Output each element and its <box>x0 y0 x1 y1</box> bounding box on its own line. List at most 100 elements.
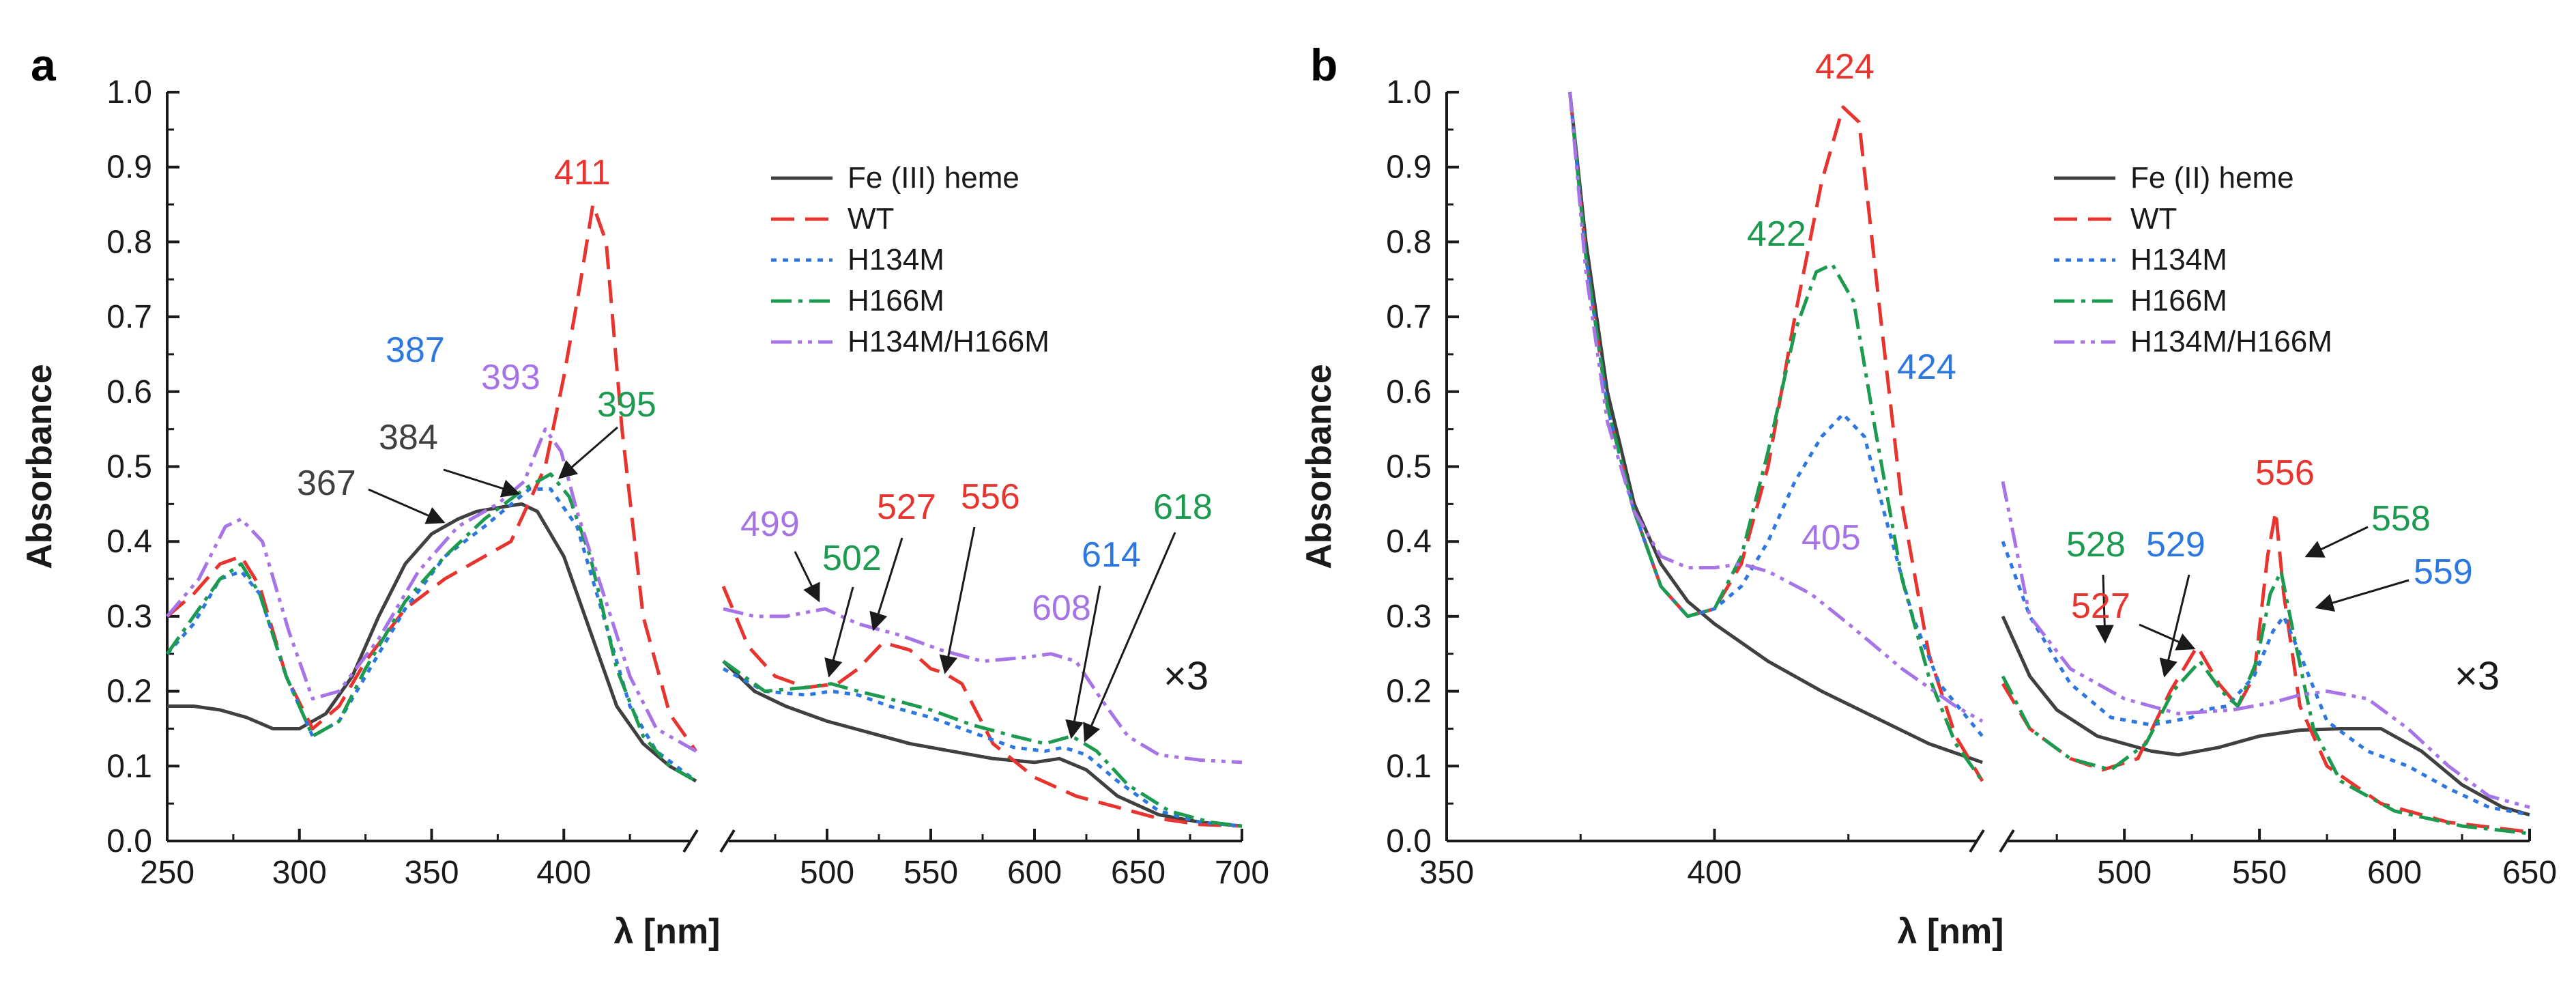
x-tick-label: 600 <box>2367 855 2422 891</box>
peak-arrow <box>368 488 446 524</box>
y-tick-label: 0.6 <box>106 374 152 410</box>
peak-label: 527 <box>877 487 936 527</box>
series-line-wt-left <box>1568 91 1984 782</box>
series-line-heme-left <box>167 502 697 783</box>
series-line-h134m-right <box>2001 541 2530 817</box>
panel-b: 0.0 0.1 0.2 0.3 0.4 0.5 0.6 0.7 0.8 0.9 1.0 350 400 5… <box>1299 40 2557 952</box>
panel-label: a <box>31 40 57 90</box>
peak-arrow <box>2315 579 2409 612</box>
series-group <box>165 203 1243 828</box>
peak-label: 424 <box>1815 47 1875 87</box>
multiplier-label: ×3 <box>2455 654 2500 698</box>
x-tick-label: 600 <box>1007 855 1062 891</box>
y-tick-label: 0.2 <box>1386 674 1432 710</box>
x-tick-label: 500 <box>2097 855 2152 891</box>
legend-label: WT <box>848 202 894 236</box>
y-tick-label: 0.1 <box>106 748 152 784</box>
peak-arrow <box>443 468 521 498</box>
peak-label: 558 <box>2371 499 2431 539</box>
peak-label: 618 <box>1153 487 1213 527</box>
y-tick-label: 0.6 <box>1386 374 1432 410</box>
peak-arrow <box>939 526 976 674</box>
peak-label: 424 <box>1897 347 1956 387</box>
legend-label: H134M/H166M <box>2130 325 2332 358</box>
series-line-wt-right <box>2001 509 2530 834</box>
series-line-h166m-right <box>722 659 1243 828</box>
peak-label: 387 <box>386 330 445 370</box>
x-tick-label: 650 <box>2502 855 2557 891</box>
x-tick-label: 250 <box>140 855 194 891</box>
x-tick-label: 700 <box>1215 855 1269 891</box>
peak-label: 499 <box>740 504 800 544</box>
peak-label: 405 <box>1801 518 1861 558</box>
x-tick-label: 550 <box>2232 855 2287 891</box>
y-tick-label: 0.7 <box>1386 299 1432 335</box>
series-line-h134m-h166m-left <box>1568 91 1984 723</box>
series-line-h134m-right <box>722 667 1243 828</box>
axes: 0.0 0.1 0.2 0.3 0.4 0.5 0.6 0.7 0.8 0.9 1.0 350 400 5… <box>1386 74 2557 891</box>
annotations: 424 422 424 405 556 558 559 528 529 527 <box>1747 47 2473 678</box>
peak-label: 395 <box>597 385 656 425</box>
y-tick-label: 0.4 <box>1386 524 1432 560</box>
peak-arrow <box>1083 532 1176 743</box>
legend-label: H166M <box>2130 284 2227 317</box>
legend-label: H134M <box>2130 243 2227 276</box>
x-tick-label: 350 <box>1419 855 1474 891</box>
axes: 0.0 0.1 0.2 0.3 0.4 0.5 0.6 0.7 0.8 0.9 1.0 250 300 3… <box>106 74 1269 891</box>
series-line-wt-right <box>721 586 1243 828</box>
series-line-h134m-h166m-right <box>723 607 1243 765</box>
series-line-heme-right <box>722 659 1243 828</box>
series-line-h166m-left <box>165 472 697 783</box>
y-tick-label: 0.5 <box>106 449 152 485</box>
panel-a: 0.0 0.1 0.2 0.3 0.4 0.5 0.6 0.7 0.8 0.9 1.0 250 300 3… <box>20 40 1269 952</box>
y-tick-label: 0.9 <box>1386 149 1432 186</box>
y-tick-label: 0.1 <box>1386 748 1432 784</box>
peak-label: 559 <box>2414 552 2473 592</box>
peak-label: 614 <box>1082 535 1141 575</box>
legend-label: H134M <box>848 243 944 276</box>
peak-arrow <box>869 537 903 631</box>
y-axis-title: Absorbance <box>1299 364 1339 569</box>
legend-label: WT <box>2130 202 2177 236</box>
peak-arrow <box>824 586 854 678</box>
x-tick-label: 350 <box>404 855 459 891</box>
peak-label: 411 <box>554 153 611 193</box>
y-tick-label: 0.4 <box>106 524 152 560</box>
series-line-h134m-h166m-right <box>2001 481 2530 810</box>
x-tick-label: 550 <box>903 855 958 891</box>
peak-arrow <box>2159 574 2190 678</box>
peak-arrow <box>794 551 820 603</box>
y-tick-label: 0.9 <box>106 149 152 186</box>
y-tick-label: 0.8 <box>1386 224 1432 260</box>
x-axis-title: λ [nm] <box>1898 912 2004 952</box>
peak-label: 367 <box>297 464 356 503</box>
peak-label: 528 <box>2066 525 2126 565</box>
peak-label: 527 <box>2071 586 2130 626</box>
series-line-h166m-left <box>1568 91 1984 782</box>
panel-label: b <box>1310 40 1337 90</box>
multiplier-label: ×3 <box>1163 654 1209 698</box>
peak-label: 529 <box>2146 525 2205 565</box>
x-axis-title: λ [nm] <box>614 912 721 952</box>
peak-label: 556 <box>961 477 1020 517</box>
peak-label: 556 <box>2255 453 2315 493</box>
legend-label: H134M/H166M <box>848 325 1050 358</box>
y-axis-title: Absorbance <box>20 364 59 569</box>
x-tick-label: 300 <box>272 855 327 891</box>
peak-arrow <box>1065 585 1101 739</box>
peak-label: 384 <box>379 418 438 457</box>
axis-break-mark <box>1969 829 2015 853</box>
peak-arrow <box>2304 526 2369 558</box>
legend: Fe (II) heme WT H134M H166M H134M/H166M <box>2054 161 2332 358</box>
legend: Fe (III) heme WT H134M H166M H134M/H166M <box>771 161 1050 358</box>
y-tick-label: 1.0 <box>106 74 152 111</box>
y-tick-label: 0.8 <box>106 224 152 260</box>
series-line-h134m-h166m-left <box>166 427 697 753</box>
y-tick-label: 0.0 <box>106 823 152 859</box>
peak-arrow <box>2139 623 2196 651</box>
y-tick-label: 0.3 <box>106 599 152 635</box>
legend-label: Fe (II) heme <box>2130 161 2294 195</box>
peak-arrow <box>2095 574 2114 644</box>
series-line-h166m-right <box>2001 569 2530 836</box>
